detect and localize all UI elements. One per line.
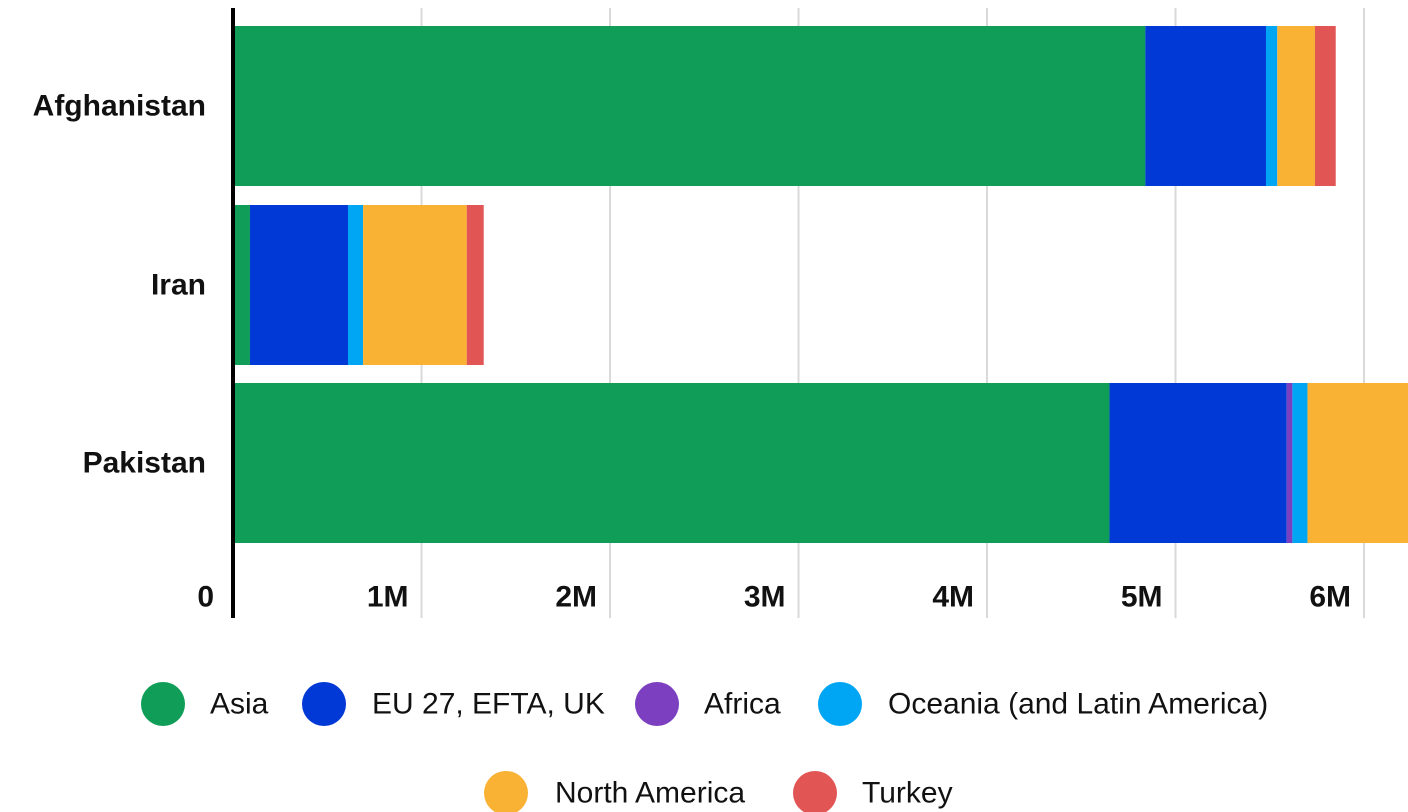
x-tick-label: 3M	[744, 581, 786, 614]
legend-label: Turkey	[862, 777, 953, 810]
category-label: Afghanistan	[33, 90, 206, 123]
bar-segment: Oceania (and Latin America): 80000	[1292, 383, 1308, 543]
x-tick-labels: 0 1M 2M 3M 4M 5M 6M	[197, 581, 1351, 614]
legend-swatch	[302, 682, 346, 726]
legend-label: Asia	[210, 688, 269, 721]
legend-swatch	[818, 682, 862, 726]
legend-item: EU 27, EFTA, UK	[302, 682, 605, 726]
legend-swatch	[484, 771, 528, 812]
legend-swatch	[635, 682, 679, 726]
bar-segment: Oceania (and Latin America): 60000	[1265, 26, 1278, 186]
bar-segment: Asia: 4840000	[233, 26, 1146, 186]
category-label: Iran	[151, 269, 206, 302]
legend-item: Oceania (and Latin America)	[818, 682, 1268, 726]
x-tick-label: 1M	[367, 581, 409, 614]
legend-label: Africa	[704, 688, 781, 721]
legend-item: Asia	[141, 682, 269, 726]
bar-segment: North America: 200000	[1277, 26, 1315, 186]
bar-segment: Turkey: 90000	[466, 205, 484, 365]
bar-segment: Asia: 90000	[233, 205, 250, 365]
bar-segment: Turkey: 110000	[1314, 26, 1336, 186]
legend-item: Africa	[635, 682, 781, 726]
x-tick-label: 5M	[1121, 581, 1163, 614]
bar-row-pakistan: Asia: 4650000EU 27, EFTA, UK: 940000Afri…	[233, 383, 1408, 543]
category-label: Pakistan	[83, 447, 206, 480]
category-labels: Afghanistan Iran Pakistan	[33, 90, 206, 480]
legend-item: Turkey	[793, 771, 953, 812]
legend: Asia EU 27, EFTA, UK Africa Oceania (and La…	[141, 682, 1268, 812]
bar-segment: North America: 550000	[363, 205, 467, 365]
bar-segment: Oceania (and Latin America): 80000	[347, 205, 364, 365]
bar-row-afghanistan: Asia: 4840000EU 27, EFTA, UK: 640000Ocea…	[233, 26, 1336, 186]
x-tick-label: 4M	[932, 581, 974, 614]
bar-segment: EU 27, EFTA, UK: 640000	[1145, 26, 1266, 186]
x-tick-label: 6M	[1309, 581, 1351, 614]
bar-segment: Africa: 30000	[1286, 383, 1293, 543]
legend-label: Oceania (and Latin America)	[888, 688, 1268, 721]
legend-swatch	[793, 771, 837, 812]
legend-label: EU 27, EFTA, UK	[372, 688, 605, 721]
x-tick-label: 2M	[555, 581, 597, 614]
bar-segment: North America: 700000	[1307, 383, 1408, 543]
legend-swatch	[141, 682, 185, 726]
bar-segment: Asia: 4650000	[233, 383, 1110, 543]
bars: Asia: 4840000EU 27, EFTA, UK: 640000Ocea…	[233, 26, 1408, 543]
bar-segment: EU 27, EFTA, UK: 940000	[1109, 383, 1287, 543]
legend-item: North America	[484, 771, 745, 812]
x-tick-label: 0	[197, 581, 214, 614]
legend-label: North America	[555, 777, 745, 810]
bar-row-iran: Asia: 90000EU 27, EFTA, UK: 520000Oceani…	[233, 205, 484, 365]
bar-segment: EU 27, EFTA, UK: 520000	[249, 205, 348, 365]
